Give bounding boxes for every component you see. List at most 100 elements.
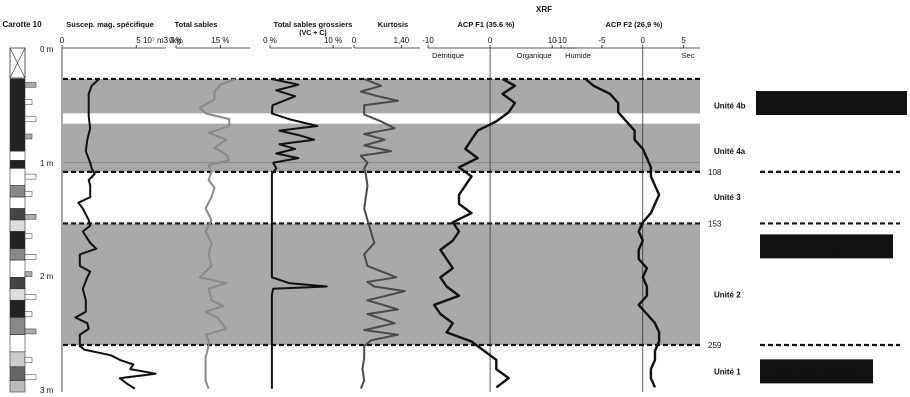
panel-4-annotation-1: Organique bbox=[516, 51, 551, 60]
core-label: Carotte 10 bbox=[2, 20, 42, 29]
core-block-6 bbox=[9, 208, 26, 221]
panel-4-annotation-0: Détritique bbox=[432, 51, 464, 60]
panel-5: ACP F2 (26,9 %) -10 -5 0 5 Humide Sec bbox=[555, 20, 700, 392]
panel-2: Total sables grossiers(VC + C) 0 % 10 % bbox=[263, 20, 352, 389]
core-block-7 bbox=[9, 219, 26, 232]
core-block-4 bbox=[9, 185, 26, 198]
core-notch-5 bbox=[24, 191, 33, 197]
panel-title-4: ACP F1 (35.6 %) bbox=[458, 20, 515, 29]
panel-2-tick-label-1: 10 % bbox=[324, 36, 342, 45]
boundary-depth-label-2: 153 bbox=[708, 219, 722, 228]
core-notch-14 bbox=[24, 374, 37, 381]
panel-subtitle-2: (VC + C) bbox=[299, 30, 326, 37]
panel-title-2: Total sables grossiers bbox=[274, 20, 353, 29]
panel-5-tick-label-3: 5 bbox=[681, 36, 686, 45]
core-notch-3 bbox=[24, 133, 33, 140]
facies-box-bg-1 bbox=[760, 234, 893, 259]
core-notch-11 bbox=[24, 311, 33, 317]
panel-1-tick-label-1: 15 % bbox=[211, 36, 229, 45]
core-block-10 bbox=[9, 259, 26, 278]
facies-box-2: Sol sur loess bbox=[760, 359, 873, 384]
xrf-title: XRF bbox=[536, 5, 552, 14]
depth-tick-2: 2 m bbox=[40, 272, 54, 281]
panel-1-series bbox=[198, 78, 236, 389]
depth-tick-0: 0 m bbox=[40, 45, 54, 54]
depth-axis: 0 m 1 m 2 m 3 m bbox=[40, 45, 63, 395]
core-notch-13 bbox=[24, 357, 33, 363]
facies-box-1: Fluvio-lagunaire bbox=[760, 234, 893, 259]
core-sediment-blocks bbox=[9, 78, 37, 393]
core-block-15 bbox=[9, 334, 26, 353]
core-block-18 bbox=[9, 380, 26, 393]
panel-3-tick-label-0: 0 bbox=[352, 36, 357, 45]
panel-title-0: Suscep. mag. spécifique bbox=[66, 20, 154, 29]
panel-5-tick-label-2: 0 bbox=[641, 36, 646, 45]
core-notch-6 bbox=[24, 214, 37, 220]
panel-3-series bbox=[359, 78, 406, 389]
panel-4: ACP F1 (35.6 %) -10 0 10 Détritique Organique bbox=[422, 20, 577, 392]
unit-label-3: Unité 2 bbox=[714, 291, 741, 300]
panel-title-1: Total sables bbox=[175, 20, 218, 29]
unit-label-2: Unité 3 bbox=[714, 193, 741, 202]
facies-label-1: Fluvio-lagunaire bbox=[772, 238, 880, 254]
facies-box-bg-2 bbox=[760, 359, 873, 384]
facies-label-2: Sol sur loess bbox=[773, 363, 860, 379]
core-block-2 bbox=[9, 160, 26, 169]
core-block-13 bbox=[9, 299, 26, 318]
unit-label-1: Unité 4a bbox=[714, 147, 746, 156]
depth-tick-3: 3 m bbox=[40, 386, 54, 395]
core-block-14 bbox=[9, 317, 26, 335]
core-block-5 bbox=[9, 196, 26, 209]
core-notch-7 bbox=[24, 233, 33, 240]
unit-labels: Unité 4b Unité 4a Unité 3 Unité 2 Unité 1 bbox=[714, 101, 746, 376]
panel-4-tick-label-0: -10 bbox=[422, 36, 434, 45]
unit-label-0: Unité 4b bbox=[714, 101, 746, 110]
panel-1: Total sables 0 % 15 % bbox=[169, 20, 250, 389]
core-block-16 bbox=[9, 351, 26, 368]
core-block-3 bbox=[9, 168, 26, 186]
panel-1-tick-label-0: 0 % bbox=[169, 36, 183, 45]
core-notch-2 bbox=[24, 116, 37, 123]
panel-4-series bbox=[433, 77, 517, 389]
panel-3-tick-label-1: 1,40 bbox=[394, 36, 410, 45]
panel-2-tick-label-0: 0 % bbox=[263, 36, 277, 45]
core-block-9 bbox=[9, 248, 26, 261]
core-block-17 bbox=[9, 366, 26, 381]
panel-5-annotation-1: Sec bbox=[682, 51, 695, 60]
panel-2-series bbox=[270, 78, 328, 389]
panel-5-series bbox=[584, 78, 661, 388]
core-notch-12 bbox=[24, 328, 37, 335]
facies-label-0: Plaine d’inondation bbox=[767, 95, 896, 111]
boundary-depth-label-1: 108 bbox=[708, 168, 722, 177]
core-top-cross-b bbox=[9, 47, 26, 79]
panel-4-tick-label-2: 10 bbox=[548, 36, 557, 45]
panel-4-tick-label-1: 0 bbox=[488, 36, 493, 45]
facies-box-bg-0 bbox=[756, 91, 907, 116]
panel-0-tick-label-1: 5 10⁷ m3 /kg bbox=[136, 36, 181, 45]
core-notch-9 bbox=[24, 271, 33, 277]
unit-label-4: Unité 1 bbox=[714, 367, 741, 376]
unit-boundaries: 108 153 259 bbox=[63, 77, 900, 350]
panel-0-tick-label-0: 0 bbox=[60, 36, 65, 45]
core-block-8 bbox=[9, 231, 26, 249]
shaded-band-2 bbox=[63, 223, 700, 345]
core-notch-8 bbox=[24, 254, 37, 260]
panel-5-tick-label-0: -10 bbox=[555, 36, 567, 45]
panel-title-5: ACP F2 (26,9 %) bbox=[606, 20, 663, 29]
core-notch-4 bbox=[24, 173, 37, 180]
panel-5-annotation-0: Humide bbox=[565, 51, 591, 60]
facies-box-0: Plaine d’inondation bbox=[756, 91, 907, 116]
boundary-depth-label-3: 259 bbox=[708, 341, 722, 350]
core-block-0 bbox=[9, 78, 26, 152]
core-block-12 bbox=[9, 288, 26, 301]
panel-title-3: Kurtosis bbox=[378, 20, 408, 29]
core-notch-0 bbox=[24, 82, 37, 88]
depth-tick-1: 1 m bbox=[40, 159, 54, 168]
panel-0-series bbox=[74, 78, 157, 390]
panel-5-tick-label-1: -5 bbox=[598, 36, 606, 45]
core-log: Carotte 10 bbox=[2, 20, 42, 393]
core-block-1 bbox=[9, 150, 26, 161]
